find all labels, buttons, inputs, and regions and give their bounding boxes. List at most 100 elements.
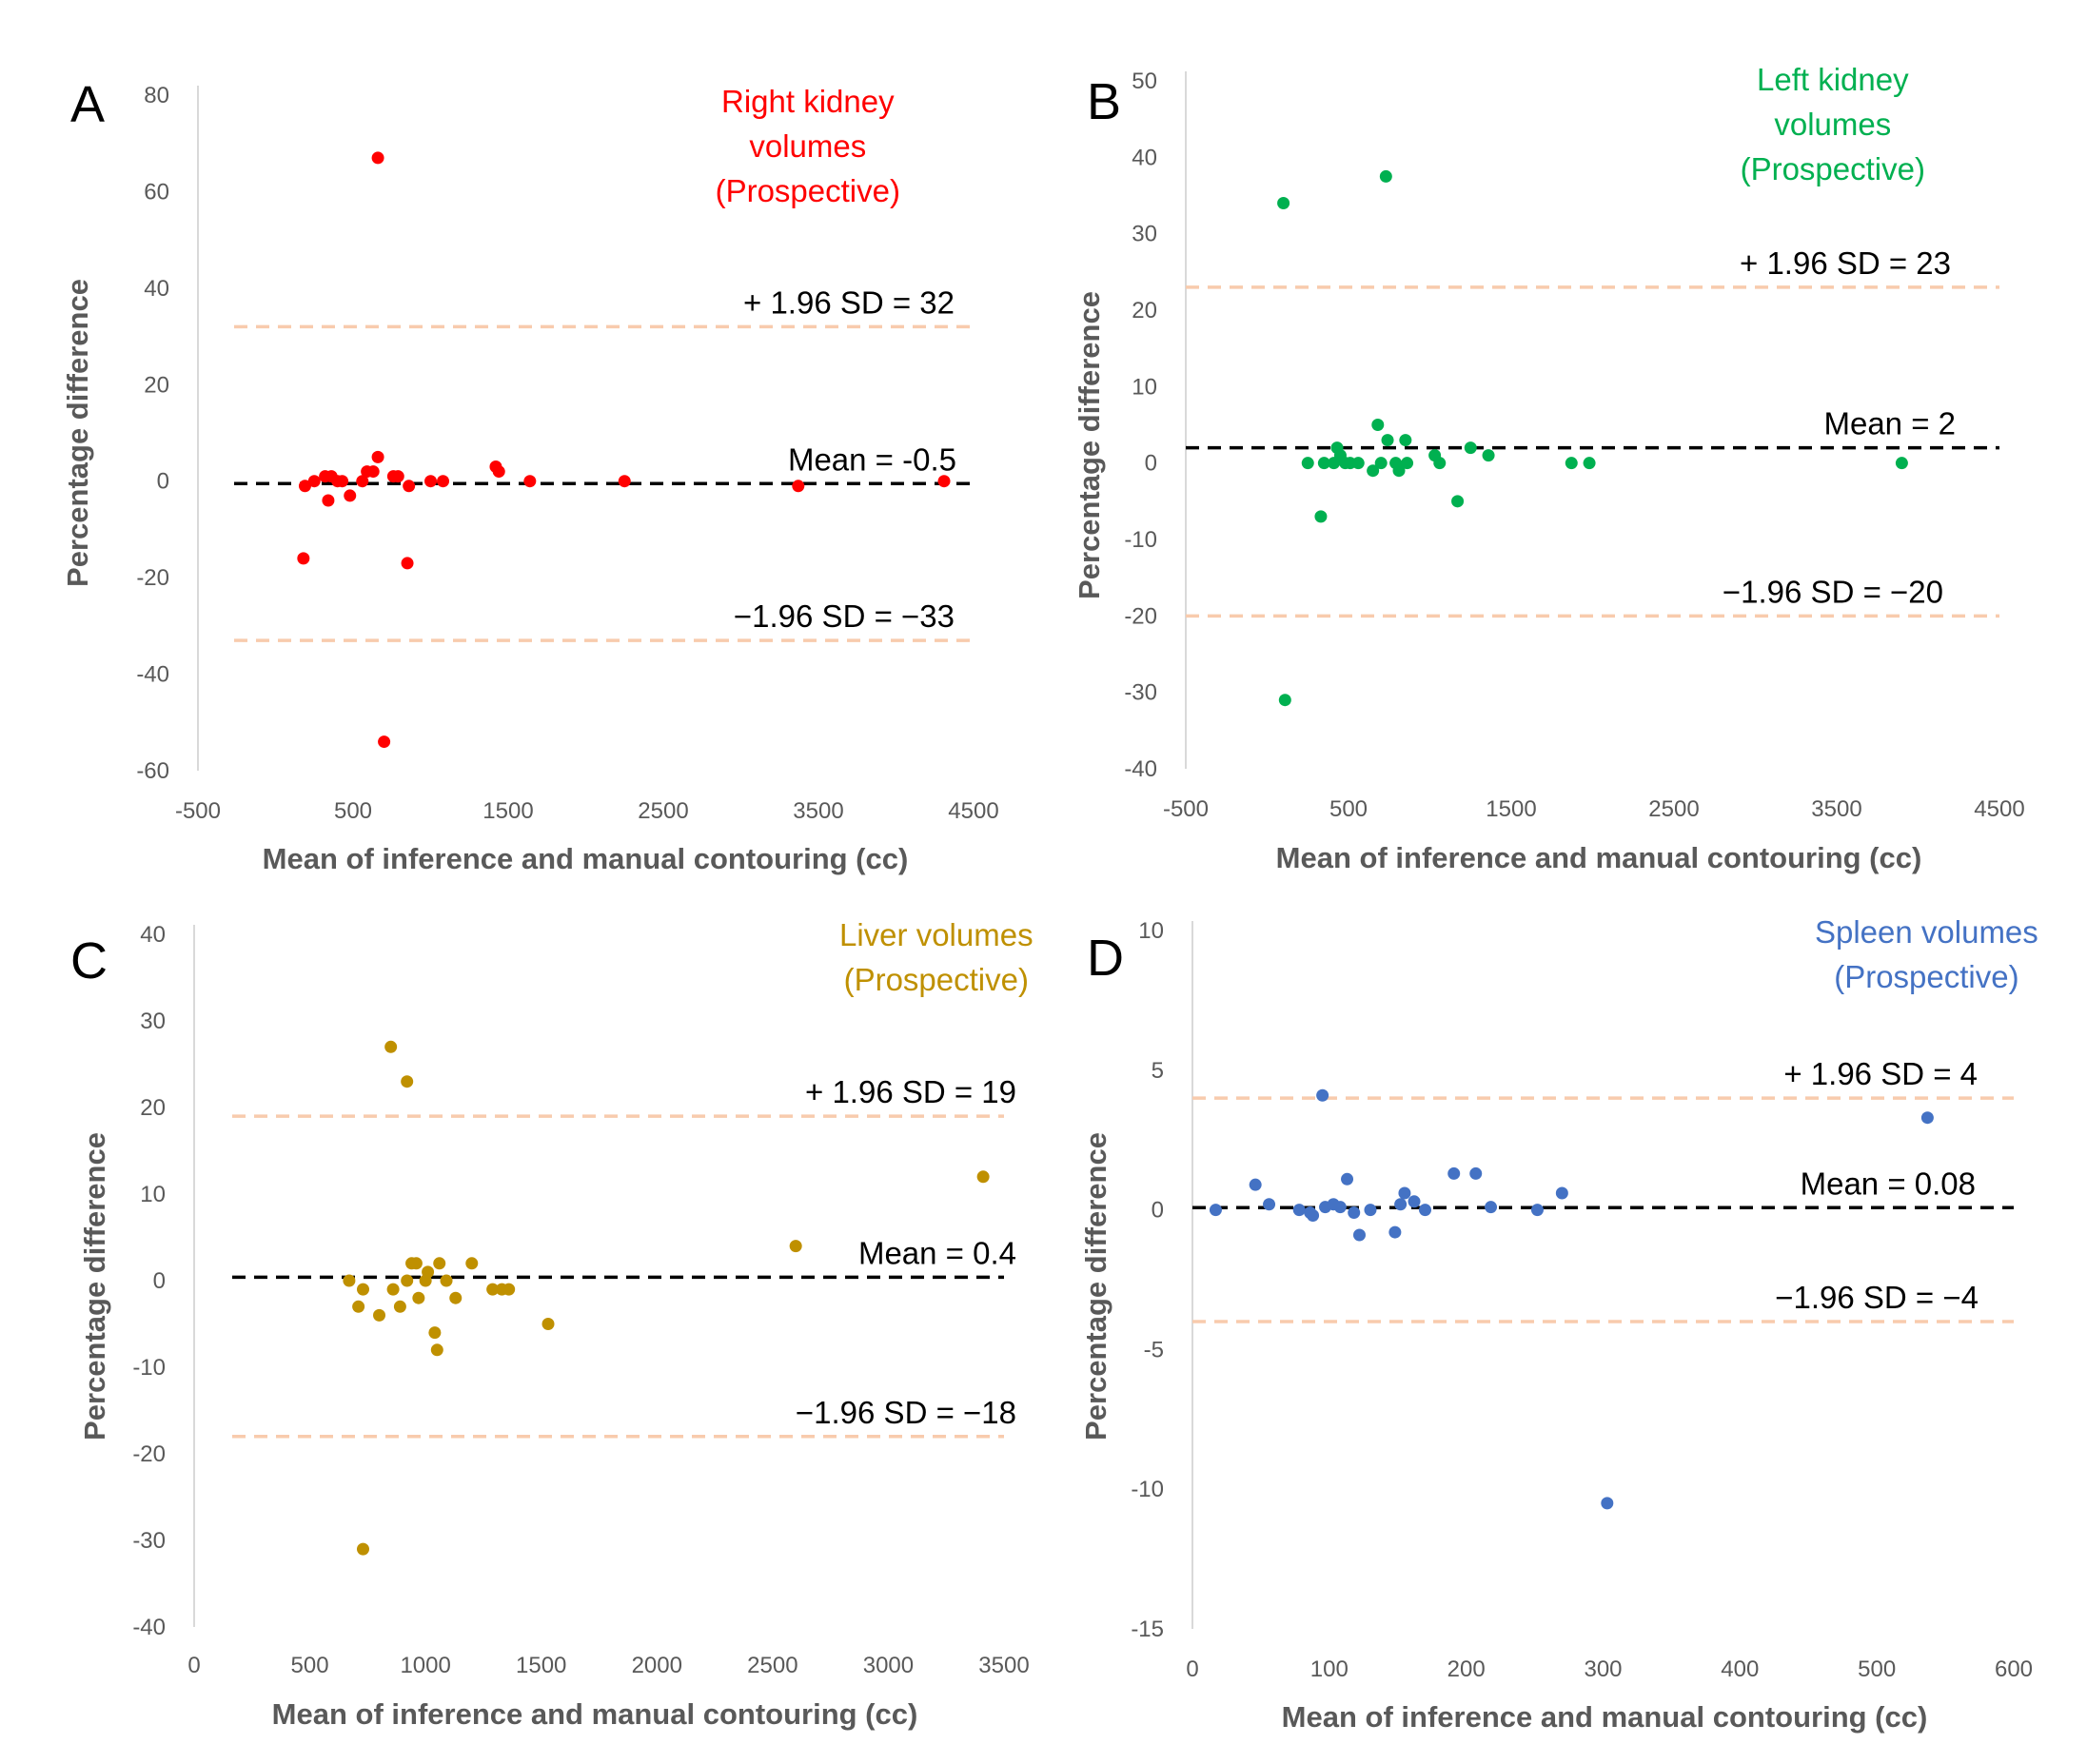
data-point: [1464, 441, 1477, 455]
data-point: [976, 1170, 990, 1184]
data-point: [1348, 1206, 1361, 1220]
x-tick-label: 2500: [638, 798, 688, 824]
data-point: [1469, 1166, 1483, 1180]
data-point: [401, 557, 414, 570]
data-point: [937, 475, 951, 488]
x-tick-label: 2000: [632, 1653, 682, 1678]
lower-loa-label: −1.96 SD = −20: [1723, 574, 1943, 609]
y-tick-label: 10: [140, 1182, 166, 1207]
x-tick-label: 600: [1995, 1656, 2033, 1682]
panel-label: D: [1087, 930, 1124, 987]
mean-label: Mean = 2: [1823, 406, 1956, 441]
data-point: [433, 1257, 446, 1270]
data-point: [789, 1240, 802, 1253]
data-point: [1314, 510, 1328, 523]
data-point: [352, 1300, 365, 1313]
data-point: [412, 1291, 425, 1304]
data-point: [373, 1308, 386, 1322]
y-tick-label: 40: [140, 922, 166, 948]
x-axis-title: Mean of inference and manual contouring …: [263, 842, 909, 875]
y-tick-label: 40: [144, 276, 169, 302]
data-point: [371, 450, 384, 463]
y-tick-label: 0: [157, 469, 169, 495]
x-tick-label: 500: [291, 1653, 329, 1678]
data-point: [523, 475, 537, 488]
y-tick-label: 20: [144, 372, 169, 398]
data-point: [1530, 1204, 1544, 1217]
upper-loa-label: + 1.96 SD = 23: [1740, 245, 1951, 281]
y-tick-label: -15: [1131, 1617, 1164, 1642]
y-tick-label: 80: [144, 83, 169, 108]
x-tick-label: 3500: [978, 1653, 1029, 1678]
y-tick-label: 5: [1152, 1058, 1164, 1084]
x-tick-label: 4500: [948, 798, 998, 824]
data-point: [440, 1274, 453, 1287]
x-axis-title: Mean of inference and manual contouring …: [1282, 1700, 1928, 1734]
y-tick-label: -30: [1124, 680, 1157, 706]
data-point: [297, 552, 310, 565]
y-tick-label: -5: [1144, 1337, 1164, 1362]
y-tick-label: -40: [1124, 756, 1157, 782]
data-point: [1364, 1204, 1377, 1217]
data-point: [409, 1257, 423, 1270]
data-point: [401, 1274, 414, 1287]
x-tick-label: 1500: [516, 1653, 566, 1678]
data-point: [307, 475, 321, 488]
y-tick-label: -10: [132, 1355, 166, 1381]
panel-label: A: [70, 76, 105, 133]
data-point: [1565, 457, 1578, 470]
y-tick-label: 60: [144, 179, 169, 205]
data-point: [1601, 1497, 1614, 1510]
data-point: [356, 1283, 369, 1296]
data-point: [1371, 419, 1385, 431]
chart-title: Spleen volumes (Prospective): [1815, 914, 2038, 994]
data-point: [1408, 1195, 1421, 1208]
data-point: [1209, 1204, 1222, 1217]
data-point: [1447, 1166, 1461, 1180]
data-point: [1278, 694, 1291, 707]
y-axis-title: Percentage difference: [78, 1132, 111, 1441]
data-point: [298, 480, 311, 493]
data-point: [465, 1257, 479, 1270]
data-point: [1374, 457, 1388, 470]
data-point: [1895, 457, 1908, 470]
data-point: [1388, 1225, 1402, 1239]
x-axis-title: Mean of inference and manual contouring …: [272, 1697, 918, 1731]
data-point: [1555, 1186, 1568, 1200]
chart-title-line: Liver volumes: [839, 917, 1034, 952]
y-tick-label: 20: [140, 1095, 166, 1121]
data-point: [1307, 1208, 1320, 1222]
data-point: [393, 1300, 406, 1313]
data-point: [1398, 1186, 1411, 1200]
data-point: [1367, 464, 1380, 478]
chart-title-line: volumes: [1774, 107, 1891, 142]
data-point: [384, 1040, 398, 1053]
data-point: [541, 1318, 555, 1330]
data-point: [502, 1283, 516, 1296]
x-tick-label: 2500: [1648, 796, 1699, 822]
y-tick-label: 0: [153, 1268, 166, 1294]
x-tick-label: 2500: [747, 1653, 797, 1678]
lower-loa-label: −1.96 SD = −4: [1775, 1280, 1979, 1315]
chart-title-line: (Prospective): [716, 173, 900, 208]
x-tick-label: 3500: [1811, 796, 1861, 822]
data-point: [1399, 434, 1412, 447]
y-tick-label: -10: [1131, 1477, 1164, 1502]
y-tick-label: -20: [132, 1441, 166, 1467]
data-point: [1316, 1088, 1329, 1102]
lower-loa-label: −1.96 SD = −33: [734, 598, 955, 634]
y-tick-label: -40: [132, 1615, 166, 1640]
data-point: [1381, 434, 1394, 447]
data-point: [344, 489, 357, 502]
chart-title-line: Right kidney: [721, 84, 895, 119]
data-point: [401, 1075, 414, 1088]
y-tick-label: -30: [132, 1528, 166, 1554]
upper-loa-label: + 1.96 SD = 32: [743, 284, 955, 320]
x-tick-label: 4500: [1974, 796, 2024, 822]
data-point: [424, 475, 437, 488]
data-point: [356, 475, 369, 488]
x-tick-label: 0: [187, 1653, 200, 1678]
y-tick-label: -40: [136, 662, 169, 688]
chart-title: Left kidney volumes (Prospective): [1741, 62, 1925, 186]
